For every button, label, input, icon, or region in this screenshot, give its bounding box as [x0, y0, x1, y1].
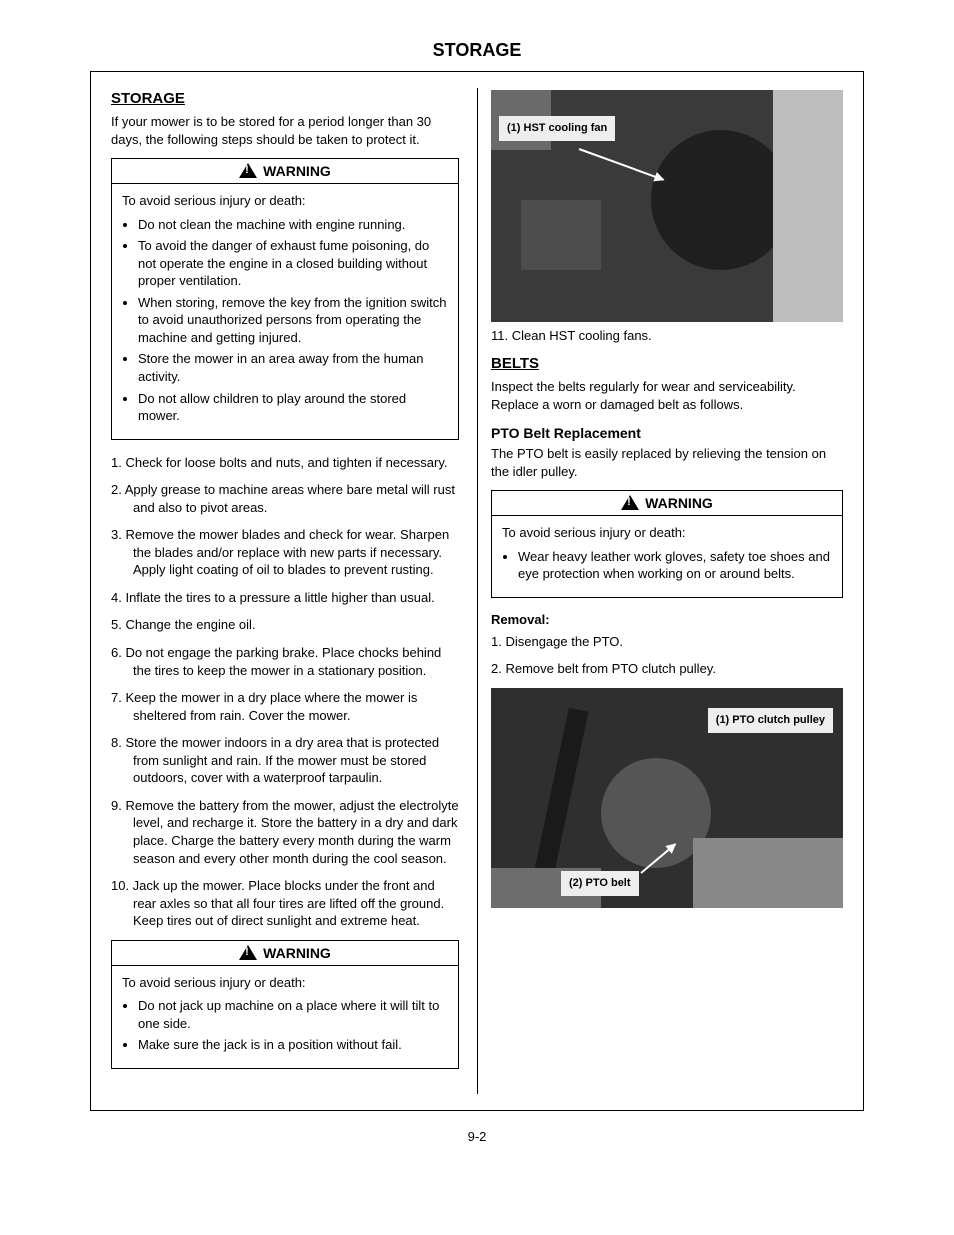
step: 8. Store the mower indoors in a dry area… [111, 734, 459, 787]
warning-label: WARNING [645, 495, 713, 511]
step: 5. Change the engine oil. [111, 616, 459, 634]
figure-hst-fan: (1) HST cooling fan [491, 90, 843, 322]
warning-lead: To avoid serious injury or death: [122, 974, 448, 992]
warning-lead: To avoid serious injury or death: [502, 524, 832, 542]
step: 1. Check for loose bolts and nuts, and t… [111, 454, 459, 472]
step: 3. Remove the mower blades and check for… [111, 526, 459, 579]
warning-item: Make sure the jack is in a position with… [138, 1036, 448, 1054]
content-frame: STORAGE If your mower is to be stored fo… [90, 71, 864, 1111]
figure-label-pulley: (1) PTO clutch pulley [708, 708, 833, 733]
warning-item: Do not jack up machine on a place where … [138, 997, 448, 1032]
figure-pto-belt: (1) PTO clutch pulley (2) PTO belt [491, 688, 843, 908]
removal-label: Removal: [491, 612, 843, 627]
warning-icon [621, 495, 639, 510]
warning-body-2: To avoid serious injury or death: Do not… [112, 966, 458, 1068]
warning-item: Store the mower in an area away from the… [138, 350, 448, 385]
left-column: STORAGE If your mower is to be stored fo… [91, 72, 477, 1101]
warning-body-3: To avoid serious injury or death: Wear h… [492, 516, 842, 597]
warning-body-1: To avoid serious injury or death: Do not… [112, 184, 458, 439]
warning-item: Do not allow children to play around the… [138, 390, 448, 425]
warning-icon [239, 163, 257, 178]
step: 7. Keep the mower in a dry place where t… [111, 689, 459, 724]
page-number: 9-2 [0, 1129, 954, 1144]
warning-header: WARNING [492, 491, 842, 516]
storage-title: STORAGE [111, 90, 459, 107]
right-column: (1) HST cooling fan 11. Clean HST coolin… [477, 72, 863, 932]
warning-item: To avoid the danger of exhaust fume pois… [138, 237, 448, 290]
page-header: STORAGE [0, 0, 954, 71]
warning-item: Do not clean the machine with engine run… [138, 216, 448, 234]
fig1-caption: 11. Clean HST cooling fans. [491, 328, 843, 343]
warning-lead: To avoid serious injury or death: [122, 192, 448, 210]
belts-text: Inspect the belts regularly for wear and… [491, 378, 843, 413]
belts-title: BELTS [491, 355, 843, 372]
step: 10. Jack up the mower. Place blocks unde… [111, 877, 459, 930]
step: 6. Do not engage the parking brake. Plac… [111, 644, 459, 679]
warning-label: WARNING [263, 945, 331, 961]
warning-item: Wear heavy leather work gloves, safety t… [518, 548, 832, 583]
pto-title: PTO Belt Replacement [491, 425, 843, 441]
warning-icon [239, 945, 257, 960]
warning-item: When storing, remove the key from the ig… [138, 294, 448, 347]
warning-box-3: WARNING To avoid serious injury or death… [491, 490, 843, 598]
warning-header: WARNING [112, 159, 458, 184]
warning-header: WARNING [112, 941, 458, 966]
warning-box-2: WARNING To avoid serious injury or death… [111, 940, 459, 1069]
figure-label-belt: (2) PTO belt [561, 871, 639, 896]
removal-step: 2. Remove belt from PTO clutch pulley. [491, 660, 843, 678]
figure-label-hst: (1) HST cooling fan [499, 116, 615, 141]
warning-label: WARNING [263, 163, 331, 179]
step: 9. Remove the battery from the mower, ad… [111, 797, 459, 867]
step: 4. Inflate the tires to a pressure a lit… [111, 589, 459, 607]
removal-step: 1. Disengage the PTO. [491, 633, 843, 651]
storage-intro: If your mower is to be stored for a peri… [111, 113, 459, 148]
step: 2. Apply grease to machine areas where b… [111, 481, 459, 516]
pto-text: The PTO belt is easily replaced by relie… [491, 445, 843, 480]
warning-box-1: WARNING To avoid serious injury or death… [111, 158, 459, 440]
